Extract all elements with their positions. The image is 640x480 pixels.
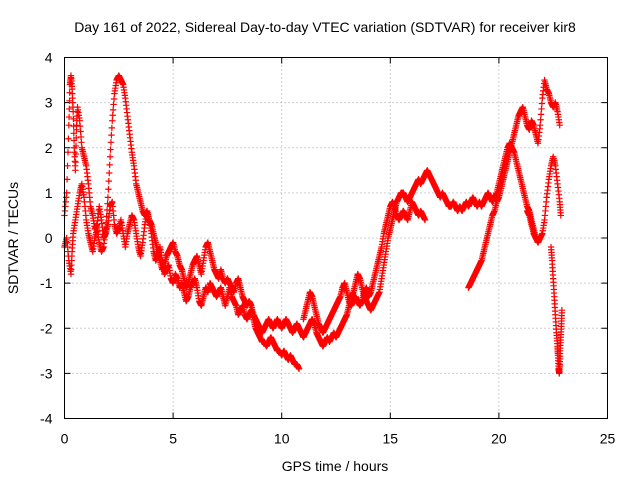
data-point — [107, 139, 115, 146]
data-point — [538, 100, 546, 107]
y-tick-label: 3 — [45, 95, 53, 111]
data-point — [72, 150, 79, 158]
data-point — [78, 139, 85, 146]
y-tick-label: 0 — [45, 230, 53, 246]
data-point — [103, 206, 111, 214]
data-point — [77, 128, 84, 135]
y-tick-label: -2 — [40, 320, 53, 336]
data-point — [106, 169, 113, 177]
data-point — [104, 200, 111, 207]
data-point — [110, 101, 117, 108]
data-point — [108, 124, 116, 132]
data-point — [537, 111, 545, 118]
x-axis-label: GPS time / hours — [282, 458, 389, 474]
data-point — [106, 161, 113, 169]
data-point — [109, 112, 116, 119]
data-point — [65, 121, 73, 129]
x-tick-label: 15 — [383, 431, 399, 447]
chart-title: Day 161 of 2022, Sidereal Day-to-day VTE… — [74, 19, 576, 35]
data-point — [70, 115, 77, 123]
data-point — [104, 194, 112, 201]
data-point — [108, 131, 115, 139]
y-tick-label: 2 — [45, 140, 53, 156]
y-tick-label: -3 — [40, 365, 53, 381]
data-point — [295, 365, 303, 373]
grid — [64, 57, 608, 419]
data-point — [421, 216, 429, 224]
data-point — [103, 219, 110, 226]
x-tick-label: 5 — [169, 431, 177, 447]
data-point — [107, 146, 114, 153]
data-point — [72, 158, 79, 166]
data-points — [61, 72, 566, 377]
data-point — [72, 142, 80, 150]
data-point — [65, 135, 72, 142]
x-tick-label: 25 — [600, 431, 616, 447]
y-tick-label: -4 — [40, 411, 53, 427]
data-point — [70, 130, 78, 137]
data-point — [77, 133, 85, 141]
data-point — [537, 116, 544, 123]
y-tick-label: -1 — [40, 275, 53, 291]
x-tick-label: 20 — [491, 431, 507, 447]
data-point — [557, 212, 565, 219]
data-point — [73, 134, 80, 142]
data-point — [76, 122, 84, 130]
data-point — [105, 177, 113, 185]
data-point — [64, 149, 72, 156]
data-point — [70, 122, 77, 130]
x-tick-label: 10 — [274, 431, 290, 447]
y-axis-label: SDTVAR / TECUs — [5, 182, 21, 294]
data-point — [105, 186, 112, 193]
data-point — [558, 307, 566, 314]
data-point — [64, 162, 71, 169]
data-point — [66, 105, 73, 113]
plot-frame — [64, 57, 608, 419]
data-point — [72, 167, 79, 174]
data-point — [109, 117, 116, 124]
x-tick-label: 0 — [61, 431, 69, 447]
data-point — [102, 225, 109, 233]
data-point — [103, 213, 110, 220]
data-point — [65, 113, 73, 121]
data-point — [106, 153, 114, 160]
data-point — [556, 121, 563, 129]
data-point — [76, 117, 83, 124]
data-point — [538, 105, 545, 113]
y-tick-label: 1 — [45, 185, 53, 201]
y-tick-label: 4 — [45, 50, 53, 66]
data-point — [109, 106, 117, 114]
data-point — [110, 95, 118, 103]
data-point — [536, 121, 544, 129]
